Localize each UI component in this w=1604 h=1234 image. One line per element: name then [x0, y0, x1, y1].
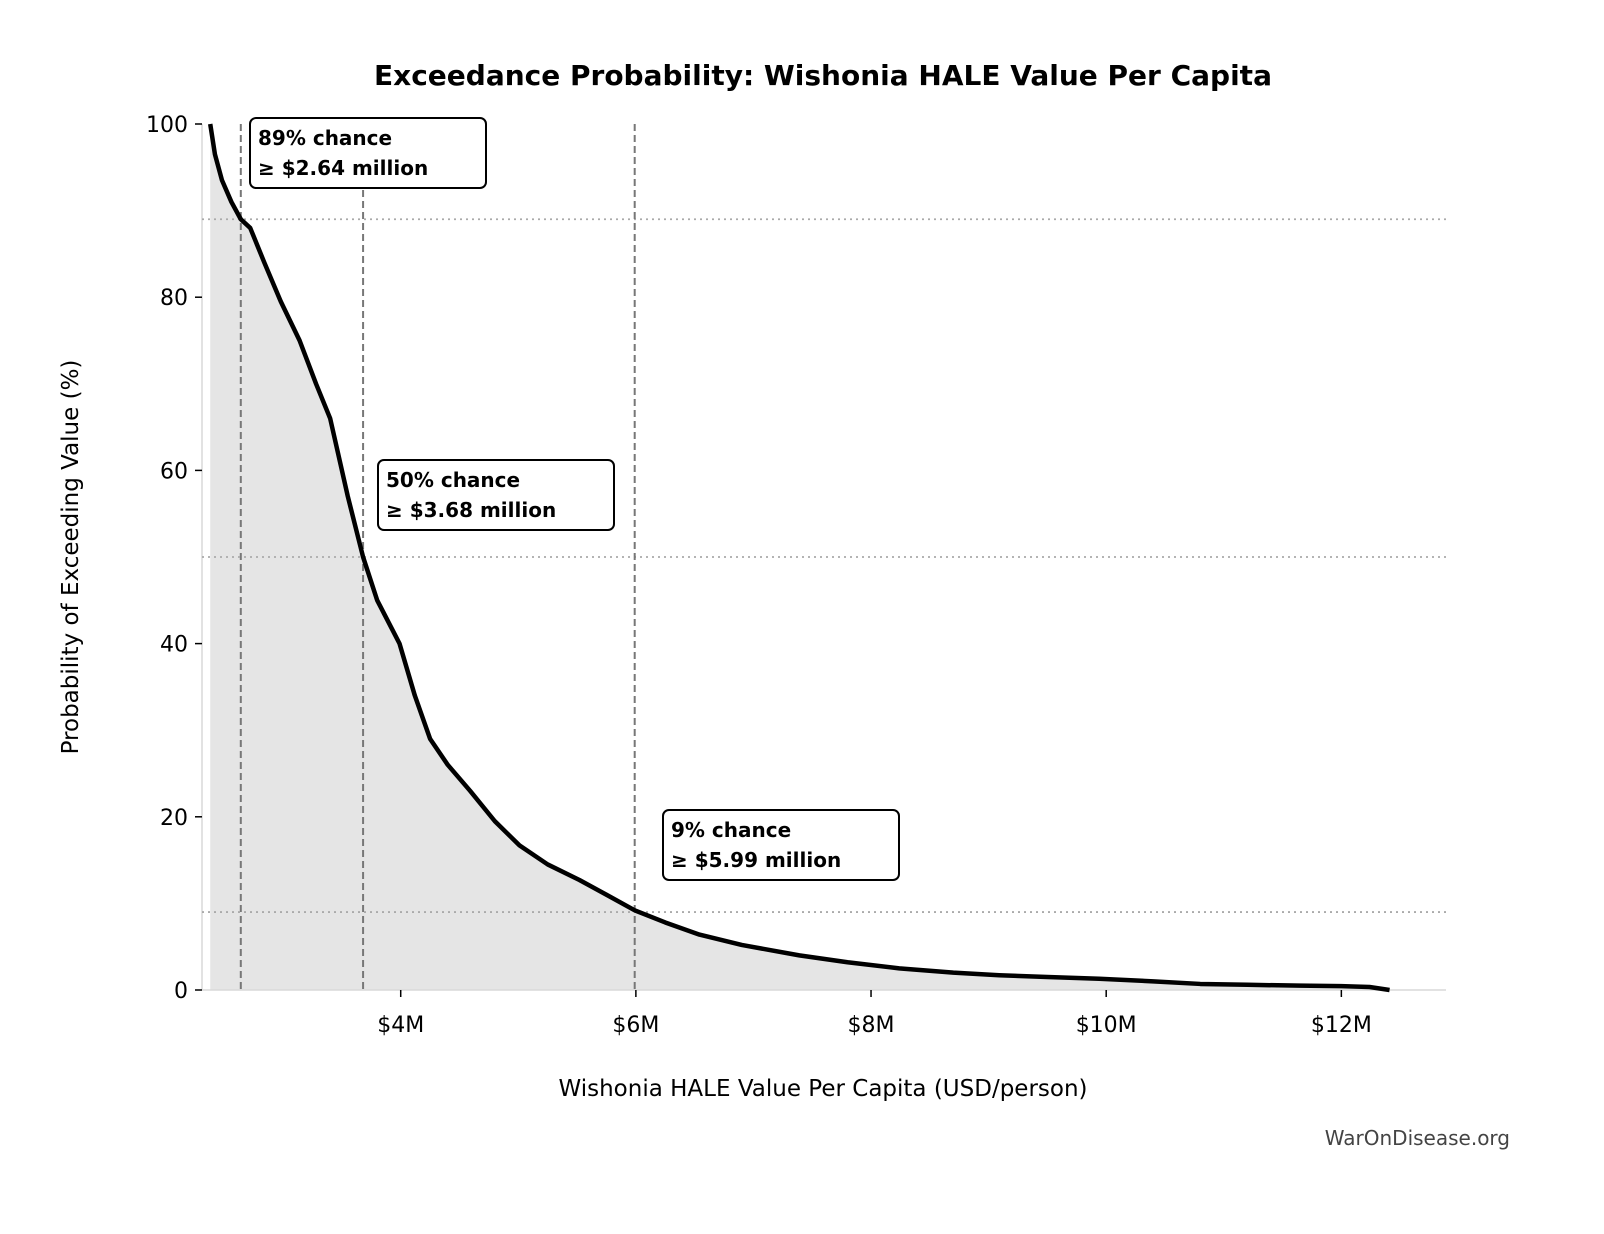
annotation-value: ≥ $2.64 million — [258, 156, 428, 180]
annotation-probability: 50% chance — [386, 468, 520, 492]
y-tick-label: 0 — [174, 979, 188, 1004]
x-tick-label: $6M — [612, 1013, 659, 1038]
x-tick-label: $4M — [377, 1013, 424, 1038]
annotation-value: ≥ $3.68 million — [386, 498, 556, 522]
x-tick-label: $8M — [848, 1013, 895, 1038]
annotation-probability: 9% chance — [671, 818, 791, 842]
y-tick-label: 20 — [160, 806, 188, 831]
y-tick-label: 80 — [160, 286, 188, 311]
exceedance-curve — [208, 123, 1390, 993]
area-fill — [210, 124, 1390, 990]
y-tick-label: 60 — [160, 459, 188, 484]
annotation-box — [249, 117, 487, 189]
chart-title: Exceedance Probability: Wishonia HALE Va… — [374, 59, 1272, 92]
annotation-probability: 89% chance — [258, 126, 392, 150]
y-axis-label: Probability of Exceeding Value (%) — [58, 360, 84, 755]
x-tick-label: $12M — [1311, 1013, 1372, 1038]
annotation-box — [662, 809, 900, 881]
x-axis-label: Wishonia HALE Value Per Capita (USD/pers… — [559, 1076, 1088, 1102]
watermark: WarOnDisease.org — [1325, 1126, 1510, 1150]
plot-area: $4M $6M $8M $10M $12M 0 20 40 60 80 100 89% chance ≥… — [146, 113, 1446, 1038]
x-tick-label: $10M — [1076, 1013, 1137, 1038]
annotation-box — [377, 459, 615, 531]
y-tick-label: 100 — [146, 113, 188, 138]
annotation-value: ≥ $5.99 million — [671, 848, 841, 872]
y-tick-label: 40 — [160, 633, 188, 658]
